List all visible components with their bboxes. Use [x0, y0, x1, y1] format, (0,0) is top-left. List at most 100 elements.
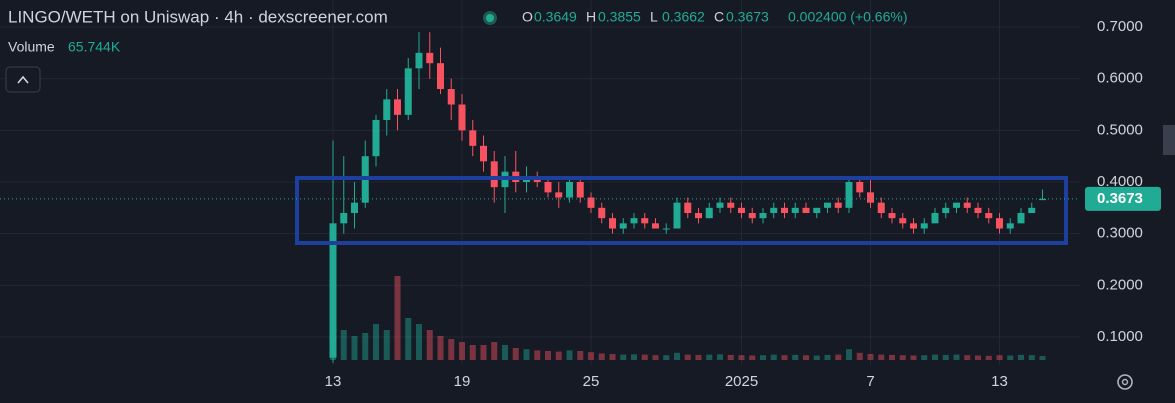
ohlc-letter: L	[650, 9, 658, 25]
scrollbar[interactable]	[1163, 125, 1175, 155]
volume-bar	[480, 345, 487, 360]
volume-bar	[921, 355, 928, 360]
y-tick-label: 0.2000	[1097, 276, 1143, 293]
candle-body	[447, 89, 455, 105]
volume-bar	[620, 354, 627, 360]
volume-bar	[717, 354, 723, 360]
ohlc-value: 0.3855	[598, 9, 641, 25]
ohlc-letter: O	[522, 9, 533, 25]
header: LINGO/WETH on Uniswap · 4h · dexscreener…	[8, 7, 907, 54]
candle-body	[931, 213, 939, 224]
volume-bar	[953, 354, 960, 360]
volume-bar	[534, 350, 541, 360]
candle-body	[630, 218, 638, 224]
volume-bar	[889, 354, 895, 360]
volume-bar	[985, 355, 992, 360]
candle-body	[641, 218, 649, 224]
volume-bar	[426, 330, 433, 360]
volume-bar	[975, 355, 981, 360]
candle-body	[587, 197, 595, 208]
candle-body	[899, 218, 907, 224]
volume-bar	[340, 330, 347, 360]
volume-bar	[1007, 355, 1014, 360]
gear-center[interactable]	[1121, 378, 1129, 386]
volume-bar	[652, 355, 659, 360]
volume-bar	[566, 350, 573, 360]
last-price-badge	[1085, 186, 1161, 211]
volume-bar	[416, 324, 422, 360]
volume-bar	[1039, 356, 1046, 360]
volume-bar	[523, 349, 530, 360]
candle-body	[426, 52, 434, 64]
volume-bar	[813, 355, 820, 360]
candle-body	[1028, 207, 1036, 214]
button-frame[interactable]	[5, 66, 41, 93]
candles	[329, 32, 1046, 363]
candle-body	[566, 182, 573, 198]
volume-bar	[437, 336, 444, 360]
grid	[0, 0, 1080, 365]
candle-body	[770, 207, 778, 214]
candle-body	[791, 207, 799, 214]
candle-body	[480, 145, 487, 162]
chart-title: LINGO/WETH on Uniswap · 4h · dexscreener…	[8, 7, 388, 26]
candle-body	[781, 207, 788, 214]
candle-body	[684, 202, 692, 214]
candle-body	[437, 63, 444, 90]
x-tick-label: 2025	[725, 373, 758, 390]
ohlc-value: 0.3649	[534, 9, 577, 25]
candle-body	[458, 104, 466, 131]
last-price-label: 0.3673	[1097, 190, 1143, 207]
x-tick-label: 19	[454, 373, 471, 390]
volume-bar	[405, 318, 412, 360]
y-tick-label: 0.6000	[1097, 70, 1143, 87]
volume-bar	[824, 354, 831, 360]
candle-body	[953, 202, 960, 208]
candle-body	[942, 207, 950, 214]
candle-body	[469, 130, 477, 146]
candle-body	[576, 182, 584, 198]
y-tick-label: 0.4000	[1097, 173, 1143, 190]
candle-body	[877, 202, 885, 214]
change-value: 0.002400 (+0.66%)	[788, 9, 907, 25]
candle-body	[910, 223, 917, 229]
volume-value: 65.744K	[68, 39, 121, 55]
volume-bar	[555, 351, 562, 360]
candle-body	[383, 99, 391, 121]
volume-bar	[373, 324, 379, 360]
range-box	[295, 176, 1068, 245]
volume-bar	[362, 333, 369, 360]
volume-bar	[674, 352, 680, 360]
candle-body	[888, 213, 896, 219]
volume-bar	[964, 355, 971, 360]
settings-button[interactable]	[1117, 374, 1133, 390]
gear-icon[interactable]	[1117, 374, 1133, 390]
candle-body	[759, 213, 767, 219]
volume-bar	[469, 345, 476, 360]
volume-bar	[996, 355, 1003, 360]
x-tick-label: 7	[866, 373, 874, 390]
volume-bar	[878, 354, 885, 360]
x-tick-label: 13	[991, 373, 1008, 390]
candle-body	[372, 120, 380, 157]
volume-bar	[835, 354, 842, 360]
candle-body	[404, 68, 412, 115]
volume-bar	[770, 354, 777, 360]
volume-bar	[588, 352, 594, 360]
candle-body	[716, 202, 724, 208]
volume-bar	[727, 354, 734, 360]
ohlc-value: 0.3673	[726, 9, 769, 25]
collapse-button[interactable]	[5, 66, 41, 93]
chevron-icon[interactable]	[17, 75, 29, 84]
volume-bar	[394, 276, 401, 360]
candle-body	[598, 207, 606, 219]
volume-bar	[781, 355, 788, 360]
candle-body	[920, 223, 928, 229]
volume-bar	[867, 354, 874, 360]
volume-bar	[577, 351, 584, 360]
volume-bar	[899, 355, 906, 360]
volume-bar	[738, 355, 745, 360]
volume-bar	[545, 351, 551, 360]
candle-body	[662, 228, 670, 230]
candle-body	[490, 161, 498, 188]
